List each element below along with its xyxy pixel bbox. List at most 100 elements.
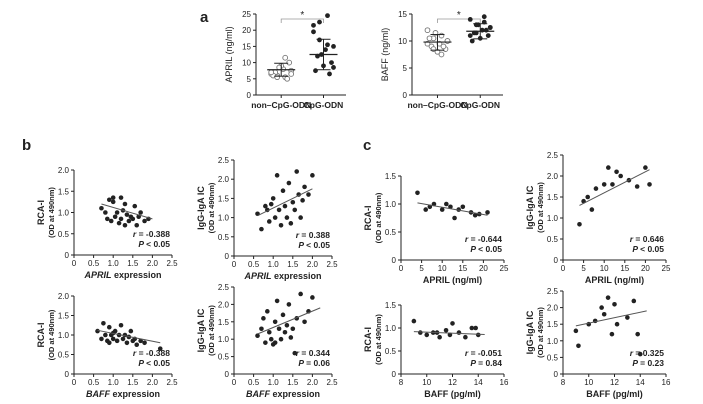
data-point [325, 13, 330, 19]
data-point [101, 321, 106, 326]
data-point [485, 33, 491, 38]
data-point [585, 194, 591, 200]
x-tick-label: 1.0 [108, 259, 120, 268]
data-point [282, 203, 288, 209]
data-point [142, 340, 147, 346]
y-tick-label: 0.5 [58, 230, 70, 239]
r-value: r = 0.325 [630, 348, 665, 358]
data-point [116, 220, 122, 226]
data-point [138, 338, 143, 344]
p-value: P < 0.05 [138, 239, 170, 249]
data-point [106, 197, 112, 203]
data-point [487, 25, 493, 30]
data-point [647, 182, 652, 187]
r-value: r = 0.344 [296, 348, 331, 358]
y-tick-label: 0.5 [218, 233, 230, 242]
data-point [99, 336, 104, 342]
x-tick-label: 1.0 [268, 378, 280, 387]
data-point [424, 332, 430, 338]
x-axis-label: BAFF (pg/ml) [586, 389, 643, 399]
data-point [329, 60, 334, 65]
y-tick-label: 15 [398, 10, 407, 19]
data-point [276, 207, 282, 213]
data-point [573, 328, 579, 334]
y-tick-label: 1.0 [385, 200, 397, 209]
data-point [625, 315, 630, 320]
y-tick-label: 1.5 [58, 187, 70, 196]
x-tick-label: 1.5 [127, 378, 139, 387]
data-point [438, 32, 445, 39]
panel-b1: b 0 0.5 1.0 1.5 2.0 RCA-I (OD at 490nm) 0 0.5 1.0 1… [22, 137, 178, 280]
r-text: = 0.325 [635, 348, 664, 358]
data-point [266, 329, 272, 335]
x-tick-label: 1.5 [287, 378, 299, 387]
r-symbol: r [630, 348, 636, 358]
trend-line [97, 329, 161, 344]
y-tick-label: 0.5 [218, 353, 230, 362]
x-axis-label-gene: BAFF [86, 389, 110, 399]
y-tick-label: 1.0 [58, 331, 70, 340]
data-point [130, 216, 136, 222]
y-tick-label: 2.5 [218, 156, 230, 165]
data-point [114, 338, 120, 344]
y-tick-label: 0 [554, 370, 559, 379]
r-text: = -0.388 [139, 229, 171, 239]
data-point [331, 65, 336, 70]
data-point [261, 316, 266, 321]
x-category-label: non–CpG-ODN [407, 100, 467, 110]
data-point [426, 35, 433, 42]
significance-star: * [457, 10, 461, 21]
data-point [276, 326, 282, 332]
y-tick-label: 2.5 [547, 287, 559, 296]
data-point [268, 69, 275, 76]
p-symbol: P [298, 358, 306, 368]
data-point [424, 27, 431, 34]
p-text: < 0.05 [478, 244, 502, 254]
data-point [286, 180, 292, 186]
data-point [95, 328, 100, 334]
x-tick-label: 10 [422, 378, 431, 387]
panel-a1: a 0 5 10 15 20 25 APRIL (ng/ml) non–CpG-ODNCpG-O… [200, 9, 346, 110]
x-tick-label: 2.0 [307, 260, 319, 269]
y-axis-label: RCA-I [36, 200, 46, 225]
x-tick-label: 2.0 [147, 378, 159, 387]
data-point [134, 342, 140, 348]
y-axis-sublabel: (OD at 490nm) [374, 192, 383, 243]
data-point [475, 332, 481, 338]
data-point [263, 203, 268, 209]
data-point [302, 184, 307, 190]
y-axis-label: IgG-IgA IC [196, 308, 206, 352]
p-text: = 0.84 [478, 358, 502, 368]
y-axis-label: IgG-IgA IC [196, 186, 206, 230]
data-point [290, 199, 296, 205]
x-tick-label: 25 [662, 264, 671, 273]
data-point [605, 295, 611, 300]
data-point [265, 309, 270, 314]
data-point [270, 196, 276, 201]
r-value: r = -0.644 [465, 234, 502, 244]
data-point [438, 51, 445, 58]
y-axis-sublabel: (OD at 490nm) [207, 305, 216, 356]
data-point [450, 321, 455, 326]
data-point [132, 203, 138, 209]
data-point [439, 207, 445, 212]
data-point [418, 330, 423, 335]
data-point [298, 215, 303, 220]
data-point [601, 182, 607, 187]
y-tick-label: 0.5 [385, 228, 397, 237]
data-point [106, 324, 112, 330]
x-tick-label: 25 [500, 264, 509, 273]
y-tick-label: 10 [242, 59, 251, 68]
y-tick-label: 0 [403, 91, 408, 100]
y-tick-label: 2.0 [218, 175, 230, 184]
p-value: P < 0.05 [138, 358, 170, 368]
data-point [286, 302, 292, 307]
data-point [294, 169, 300, 174]
trend-line [417, 202, 488, 216]
data-point [274, 173, 280, 178]
data-point [440, 43, 447, 50]
data-point [263, 340, 268, 345]
data-point [300, 198, 305, 203]
data-point [157, 346, 163, 351]
